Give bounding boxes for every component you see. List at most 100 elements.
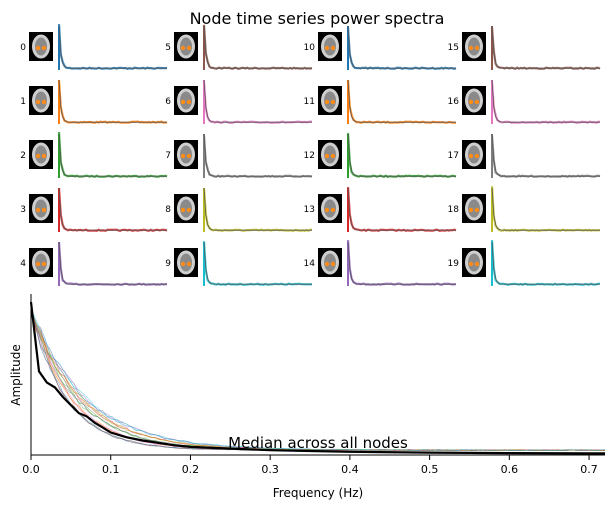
node-panel: 18: [448, 186, 601, 233]
node-mean-line: [58, 187, 167, 231]
brain-thumbnail-icon: [174, 248, 198, 277]
node-label: 8: [165, 205, 171, 215]
overlay-node-line: [30, 310, 606, 452]
x-tick-label: 0.3: [261, 463, 279, 476]
overlay-node-line: [30, 306, 606, 451]
node-mean-line: [491, 25, 600, 69]
overlay-node-line: [30, 304, 606, 451]
node-panel: 17: [448, 133, 601, 179]
node-label: 16: [448, 97, 460, 107]
node-spectrum-line: [346, 27, 457, 71]
overlay-node-line: [30, 312, 606, 451]
node-panel: 19: [448, 239, 601, 287]
median-y-label: Amplitude: [9, 344, 23, 406]
overlay-node-line: [30, 307, 606, 451]
brain-thumbnail-icon: [462, 86, 486, 115]
node-spectrum-line: [490, 186, 601, 233]
x-tick-label: 0.6: [501, 463, 519, 476]
node-panel: 1: [20, 79, 168, 125]
x-tick-label: 0.7: [580, 463, 598, 476]
node-panel: 10: [304, 25, 457, 71]
median-x-label: Frequency (Hz): [273, 486, 364, 500]
brain-thumbnail-icon: [318, 194, 342, 223]
node-spectrum-line: [346, 80, 457, 124]
node-mean-line: [58, 25, 167, 69]
node-panel: 6: [165, 79, 313, 124]
brain-thumbnail-icon: [462, 194, 486, 223]
brain-thumbnail-icon: [29, 140, 53, 169]
brain-thumbnail-icon: [174, 194, 198, 223]
node-panel: 7: [165, 133, 313, 179]
node-mean-line: [347, 133, 456, 177]
node-panel: 13: [304, 187, 457, 233]
brain-thumbnail-icon: [462, 248, 486, 277]
node-mean-line: [58, 241, 167, 285]
overlay-node-line: [30, 309, 606, 452]
node-label: 10: [304, 43, 316, 53]
node-panel: 4: [20, 241, 168, 286]
node-mean-line: [347, 187, 456, 231]
node-mean-line: [58, 79, 167, 123]
node-mean-line: [491, 79, 600, 123]
node-spectrum-line: [490, 135, 601, 179]
overlay-node-line: [30, 306, 606, 451]
node-label: 6: [165, 97, 171, 107]
node-spectrum-line: [346, 132, 457, 178]
node-label: 14: [304, 259, 316, 269]
brain-thumbnail-icon: [318, 86, 342, 115]
node-label: 15: [448, 43, 459, 53]
node-panel: 2: [20, 132, 168, 178]
node-spectrum-line: [346, 239, 457, 286]
node-panel: 14: [304, 239, 457, 286]
node-label: 13: [304, 205, 315, 215]
node-spectrum-line: [202, 81, 313, 124]
node-mean-line: [203, 79, 312, 123]
node-mean-line: [491, 187, 600, 231]
brain-thumbnail-icon: [174, 140, 198, 169]
x-tick-label: 0.1: [102, 463, 120, 476]
brain-thumbnail-icon: [318, 248, 342, 277]
brain-thumbnail-icon: [462, 140, 486, 169]
node-spectrum-line: [57, 80, 168, 125]
overlay-node-line: [30, 307, 606, 452]
node-label: 2: [20, 151, 26, 161]
node-spectrum-line: [346, 187, 457, 233]
node-spectrum-line: [202, 241, 313, 286]
node-spectrum-line: [57, 242, 168, 286]
figure-title: Node time series power spectra: [190, 9, 445, 28]
overlay-node-line: [30, 310, 606, 452]
overlay-node-line: [30, 308, 606, 452]
node-label: 7: [165, 151, 171, 161]
node-panel: 8: [165, 187, 313, 233]
node-mean-line: [58, 133, 167, 177]
node-label: 1: [20, 97, 26, 107]
brain-thumbnail-icon: [29, 194, 53, 223]
node-panel: 12: [304, 132, 457, 178]
node-label: 11: [304, 97, 315, 107]
node-label: 0: [20, 43, 26, 53]
median-x-ticks: 0.0 0.1 0.2 0.3 0.4 0.5 0.6 0.7: [22, 455, 598, 476]
overlay-node-line: [30, 307, 606, 451]
brain-thumbnail-icon: [174, 86, 198, 115]
x-tick-label: 0.0: [22, 463, 40, 476]
node-spectra-overlay: [30, 304, 606, 452]
node-spectrum-line: [202, 24, 313, 70]
node-spectrum-line: [490, 27, 601, 70]
median-line: [29, 301, 605, 455]
node-label: 3: [20, 205, 26, 215]
node-spectrum-line: [57, 132, 168, 178]
node-label: 17: [448, 151, 459, 161]
overlay-node-line: [30, 305, 606, 452]
node-mean-line: [347, 25, 456, 69]
node-label: 5: [165, 43, 171, 53]
node-panel: 0: [20, 23, 168, 70]
x-tick-label: 0.4: [341, 463, 359, 476]
node-mean-line: [203, 187, 312, 231]
node-label: 12: [304, 151, 315, 161]
node-mean-line: [347, 79, 456, 123]
node-mean-line: [203, 241, 312, 285]
brain-thumbnail-icon: [29, 248, 53, 277]
node-spectrum-line: [202, 135, 313, 179]
